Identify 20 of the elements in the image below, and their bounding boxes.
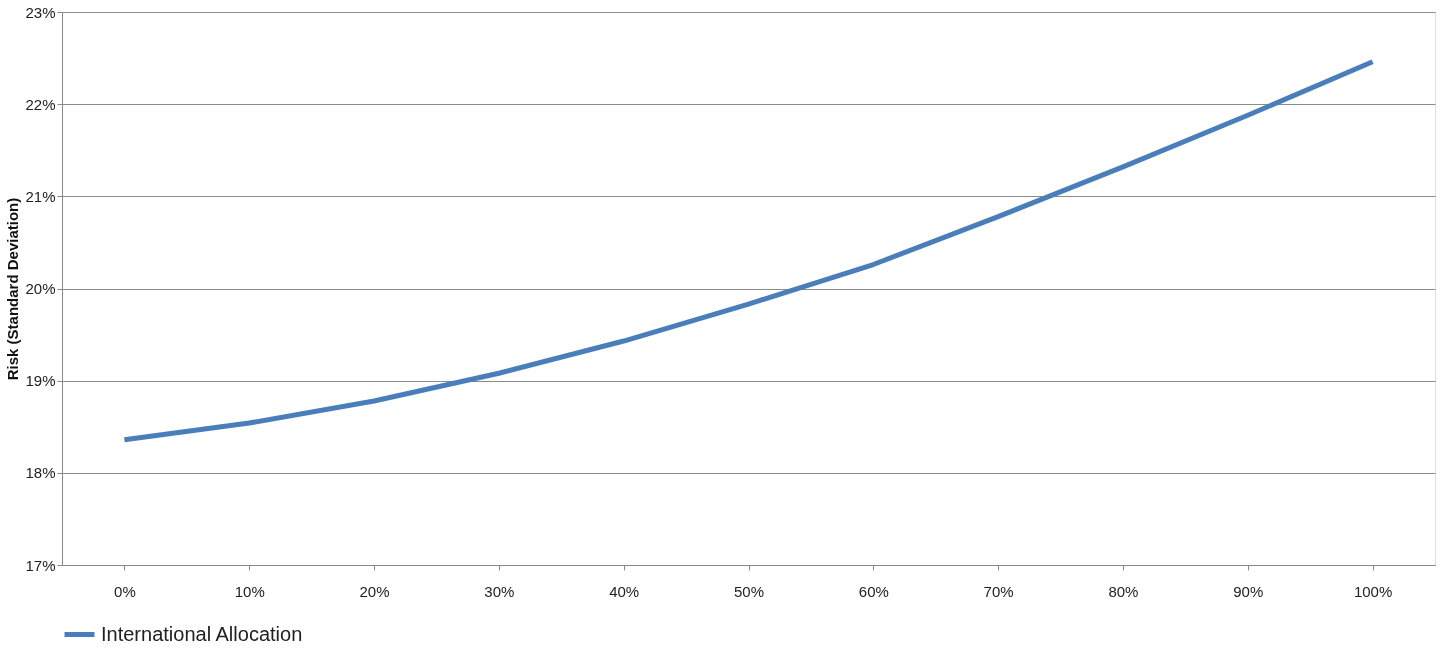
x-tick-label: 50% bbox=[733, 582, 765, 600]
y-tick-label: 19% bbox=[25, 372, 56, 390]
y-tick-label: 23% bbox=[25, 3, 56, 21]
x-tick-label: 90% bbox=[1233, 582, 1264, 600]
y-axis-title: Risk (Standard Deviation) bbox=[4, 197, 22, 381]
legend-label: International Allocation bbox=[101, 622, 303, 645]
x-tick-label: 80% bbox=[1108, 582, 1139, 600]
y-tick-label: 20% bbox=[25, 280, 56, 297]
y-tick-label: 22% bbox=[25, 95, 56, 113]
x-tick-label: 0% bbox=[114, 582, 136, 600]
x-tick-label: 60% bbox=[858, 582, 889, 600]
x-tick-label: 40% bbox=[609, 582, 640, 600]
y-tick-label: 21% bbox=[25, 187, 56, 205]
x-tick-label: 70% bbox=[983, 582, 1014, 600]
x-tick-label: 100% bbox=[1353, 582, 1393, 600]
y-tick-label: 17% bbox=[25, 556, 56, 574]
x-tick-label: 10% bbox=[234, 582, 265, 600]
x-tick-label: 30% bbox=[484, 582, 515, 600]
y-tick-label: 18% bbox=[25, 464, 56, 482]
x-tick-label: 20% bbox=[359, 582, 390, 600]
